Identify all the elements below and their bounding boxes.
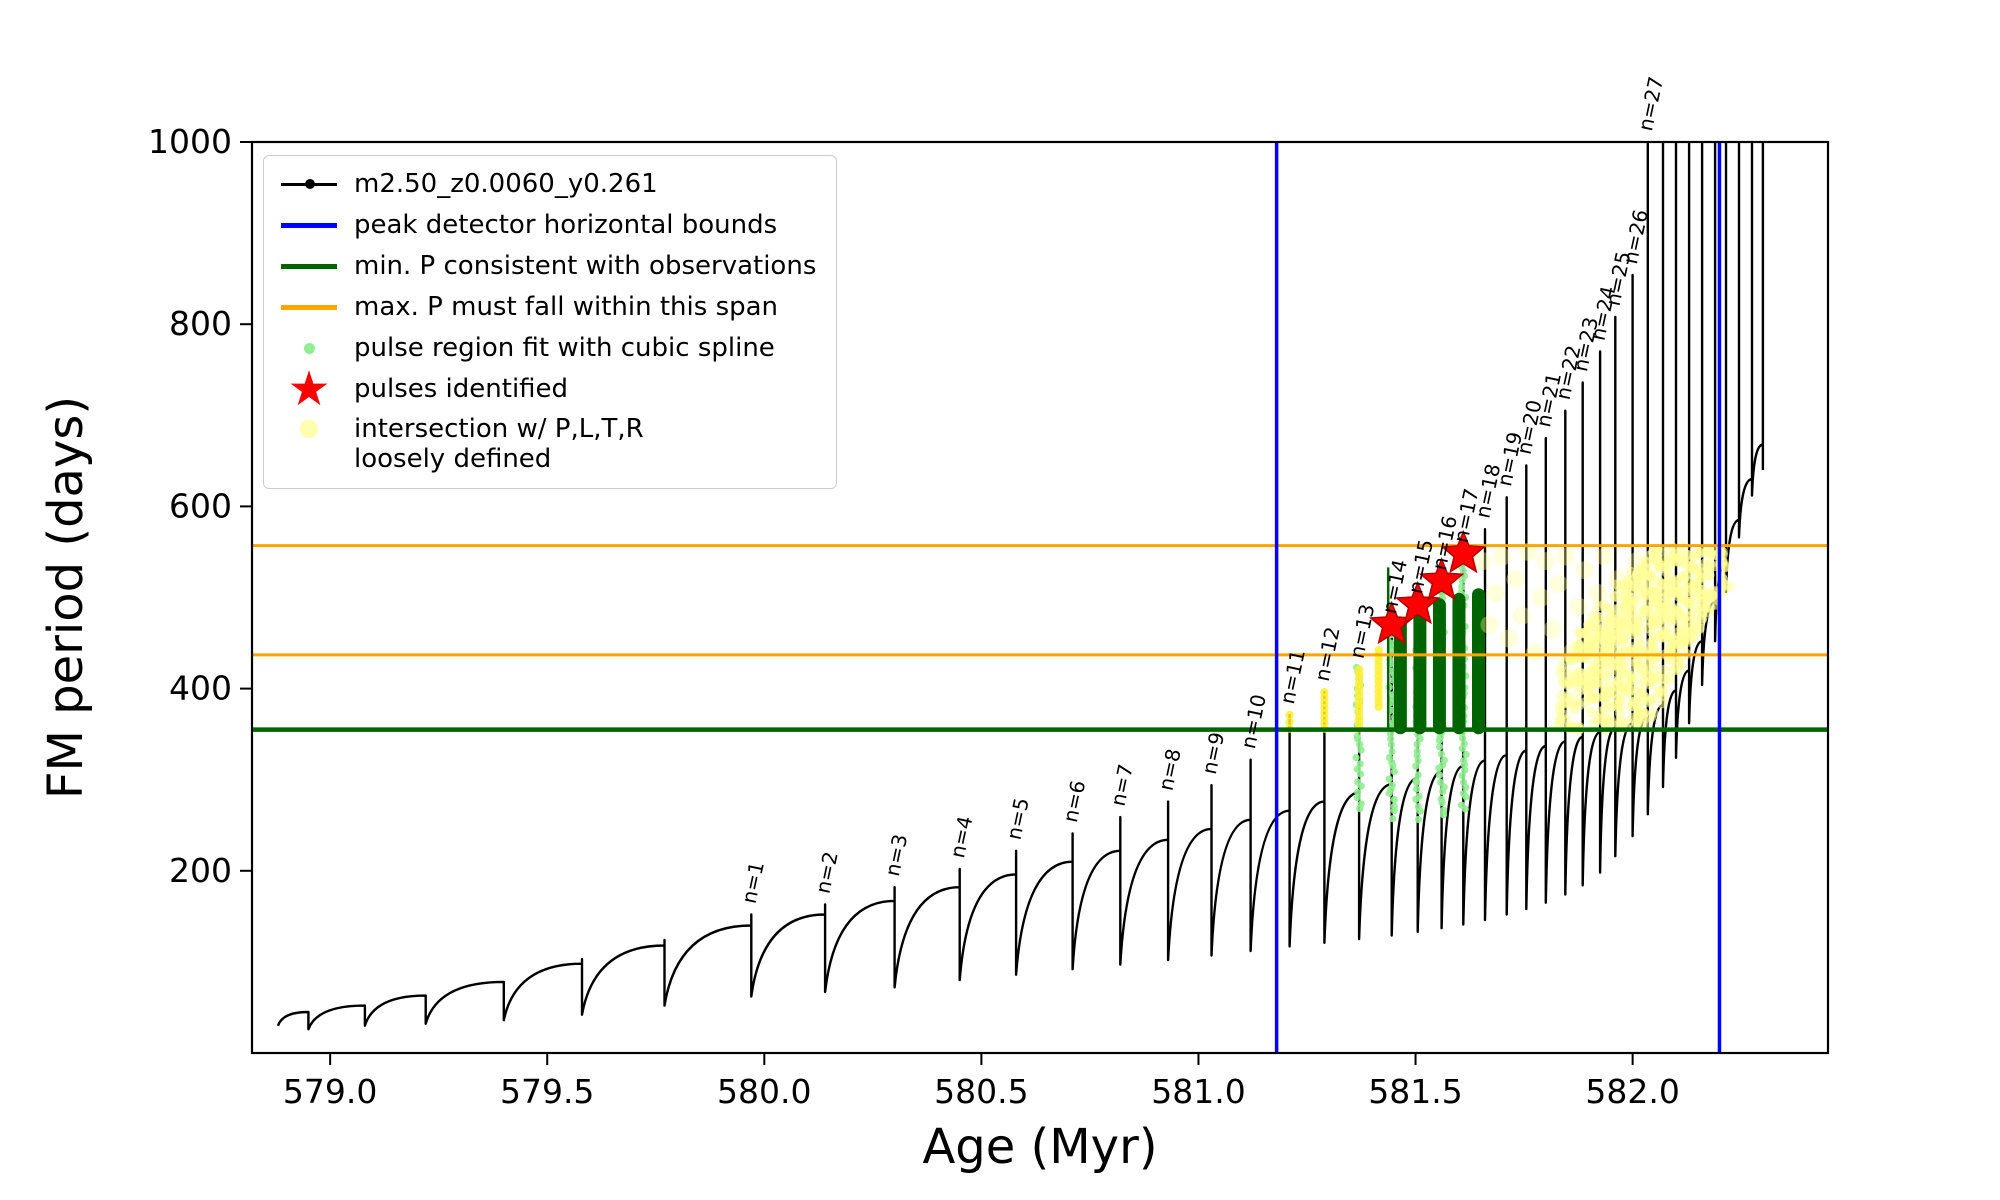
x-tick-label: 580.5: [934, 1072, 1028, 1111]
y-tick-label: 200: [169, 851, 232, 890]
legend-label-peak-bounds: peak detector horizontal bounds: [354, 210, 778, 240]
legend-item-min-p: min. P consistent with observations: [278, 250, 816, 282]
pulse-label: n=10: [1236, 692, 1271, 751]
pulse-label: n=4: [945, 814, 977, 860]
intersection-dots-group: [1285, 542, 1735, 735]
legend-item-spline: pulse region fit with cubic spline: [278, 332, 816, 364]
y-tick-label: 400: [169, 669, 232, 708]
pulse-label: n=9: [1197, 730, 1229, 776]
legend-item-peak-bounds: peak detector horizontal bounds: [278, 209, 816, 241]
legend: m2.50_z0.0060_y0.261 peak detector horiz…: [263, 155, 838, 489]
legend-label-pulses: pulses identified: [354, 374, 569, 404]
x-tick-label: 582.0: [1585, 1072, 1679, 1111]
legend-label-spline: pulse region fit with cubic spline: [354, 333, 775, 363]
legend-label-min-p: min. P consistent with observations: [354, 251, 817, 281]
legend-item-intersection: intersection w/ P,L,T,R loosely defined: [278, 414, 816, 474]
axes-group: 579.0 579.5 580.0 580.5 581.0 581.5 582.0 200 40…: [38, 122, 1830, 1175]
legend-label-intersection: intersection w/ P,L,T,R loosely defined: [354, 414, 644, 474]
green-dot-marker: [278, 342, 340, 354]
pulse-labels: n=1 n=2 n=3 n=4 n=5 n=6 n=7 n=8 n=9n=10n=11 n=12 n…: [737, 74, 1668, 905]
y-axis-label: FM period (days): [38, 396, 94, 799]
green-line-marker: [278, 263, 340, 269]
pulse-label: n=7: [1106, 762, 1138, 808]
legend-item-pulses: ★ pulses identified: [278, 361, 816, 417]
blue-line-marker: [278, 222, 340, 228]
x-tick-label: 581.0: [1151, 1072, 1245, 1111]
pulse-label: n=5: [1002, 796, 1034, 842]
x-tick-label: 579.5: [500, 1072, 594, 1111]
pulse-label: n=6: [1058, 778, 1090, 824]
pulse-label: n=8: [1154, 746, 1186, 792]
pulse-label: n=12: [1310, 625, 1345, 684]
x-tick-label: 579.0: [283, 1072, 377, 1111]
red-star-marker: ★: [287, 361, 331, 417]
x-axis-label: Age (Myr): [922, 1119, 1157, 1175]
series-line-dot-marker: [278, 179, 340, 189]
y-tick-label: 1000: [148, 122, 232, 161]
legend-item-series: m2.50_z0.0060_y0.261: [278, 168, 816, 200]
stars-group: [1368, 529, 1487, 645]
y-tick-label: 600: [169, 486, 232, 525]
pulse-star: [1418, 557, 1465, 601]
pulse-star: [1394, 580, 1441, 625]
pulse-label: n=2: [811, 849, 843, 895]
legend-item-max-p: max. P must fall within this span: [278, 291, 816, 323]
pulse-label: n=1: [737, 859, 769, 905]
pulse-star: [1440, 529, 1487, 574]
pulse-label: n=3: [880, 832, 912, 878]
pulse-label: n=27: [1633, 74, 1668, 133]
pulse-label: n=13: [1345, 602, 1380, 661]
legend-label-series: m2.50_z0.0060_y0.261: [354, 169, 658, 199]
x-tick-label: 581.5: [1368, 1072, 1462, 1111]
yellow-dot-marker: [278, 414, 340, 438]
legend-label-max-p: max. P must fall within this span: [354, 292, 779, 322]
orange-line-marker: [278, 304, 340, 310]
plot-data: [276, 142, 1765, 1031]
x-tick-label: 580.0: [717, 1072, 811, 1111]
y-tick-label: 800: [169, 304, 232, 343]
reference-lines: [252, 142, 1828, 1053]
